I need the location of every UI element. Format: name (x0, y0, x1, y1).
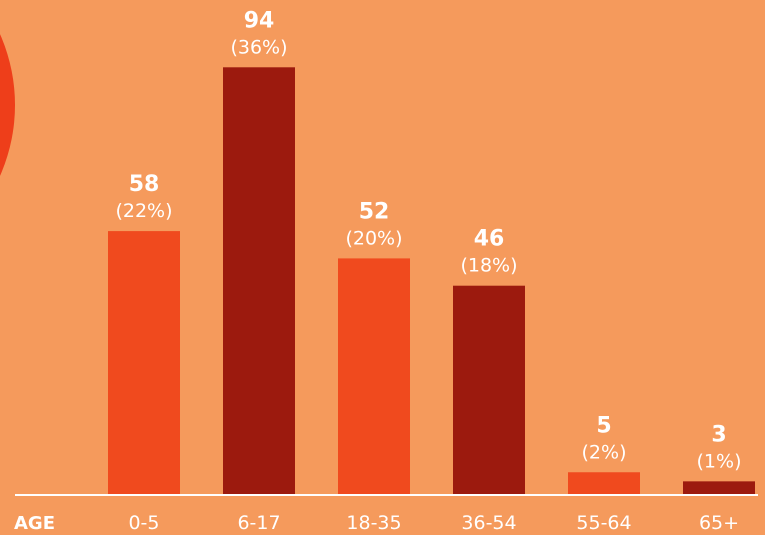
value-label: 52 (359, 199, 390, 224)
value-label: 5 (596, 413, 611, 438)
decorative-circle (0, 34, 15, 176)
bar-18-35 (338, 258, 410, 495)
labels-group: 58 (22%) 0-5 94 (36%) 6-17 52 (20%) 18-35 46 (18%)… (115, 8, 741, 534)
value-label: 3 (711, 422, 726, 447)
x-tick-label: 36-54 (461, 512, 516, 534)
x-tick-label: 0-5 (128, 512, 159, 534)
value-label: 46 (474, 227, 505, 252)
bar-0-5 (108, 231, 180, 495)
bar-36-54 (453, 285, 525, 495)
value-label: 94 (244, 8, 275, 33)
percent-label: (1%) (697, 450, 742, 472)
bar-55-64 (568, 472, 640, 495)
x-axis-title: AGE (14, 513, 55, 534)
x-tick-label: 65+ (699, 512, 739, 534)
bar-6-17 (223, 67, 295, 496)
percent-label: (18%) (460, 255, 517, 277)
x-tick-label: 55-64 (576, 512, 631, 534)
x-tick-label: 18-35 (346, 512, 401, 534)
x-tick-label: 6-17 (237, 512, 280, 534)
percent-label: (20%) (345, 227, 402, 249)
percent-label: (22%) (115, 200, 172, 222)
value-label: 58 (129, 172, 160, 197)
percent-label: (36%) (230, 36, 287, 58)
bars-group (108, 67, 755, 496)
percent-label: (2%) (582, 441, 627, 463)
bar-65+ (683, 481, 755, 495)
